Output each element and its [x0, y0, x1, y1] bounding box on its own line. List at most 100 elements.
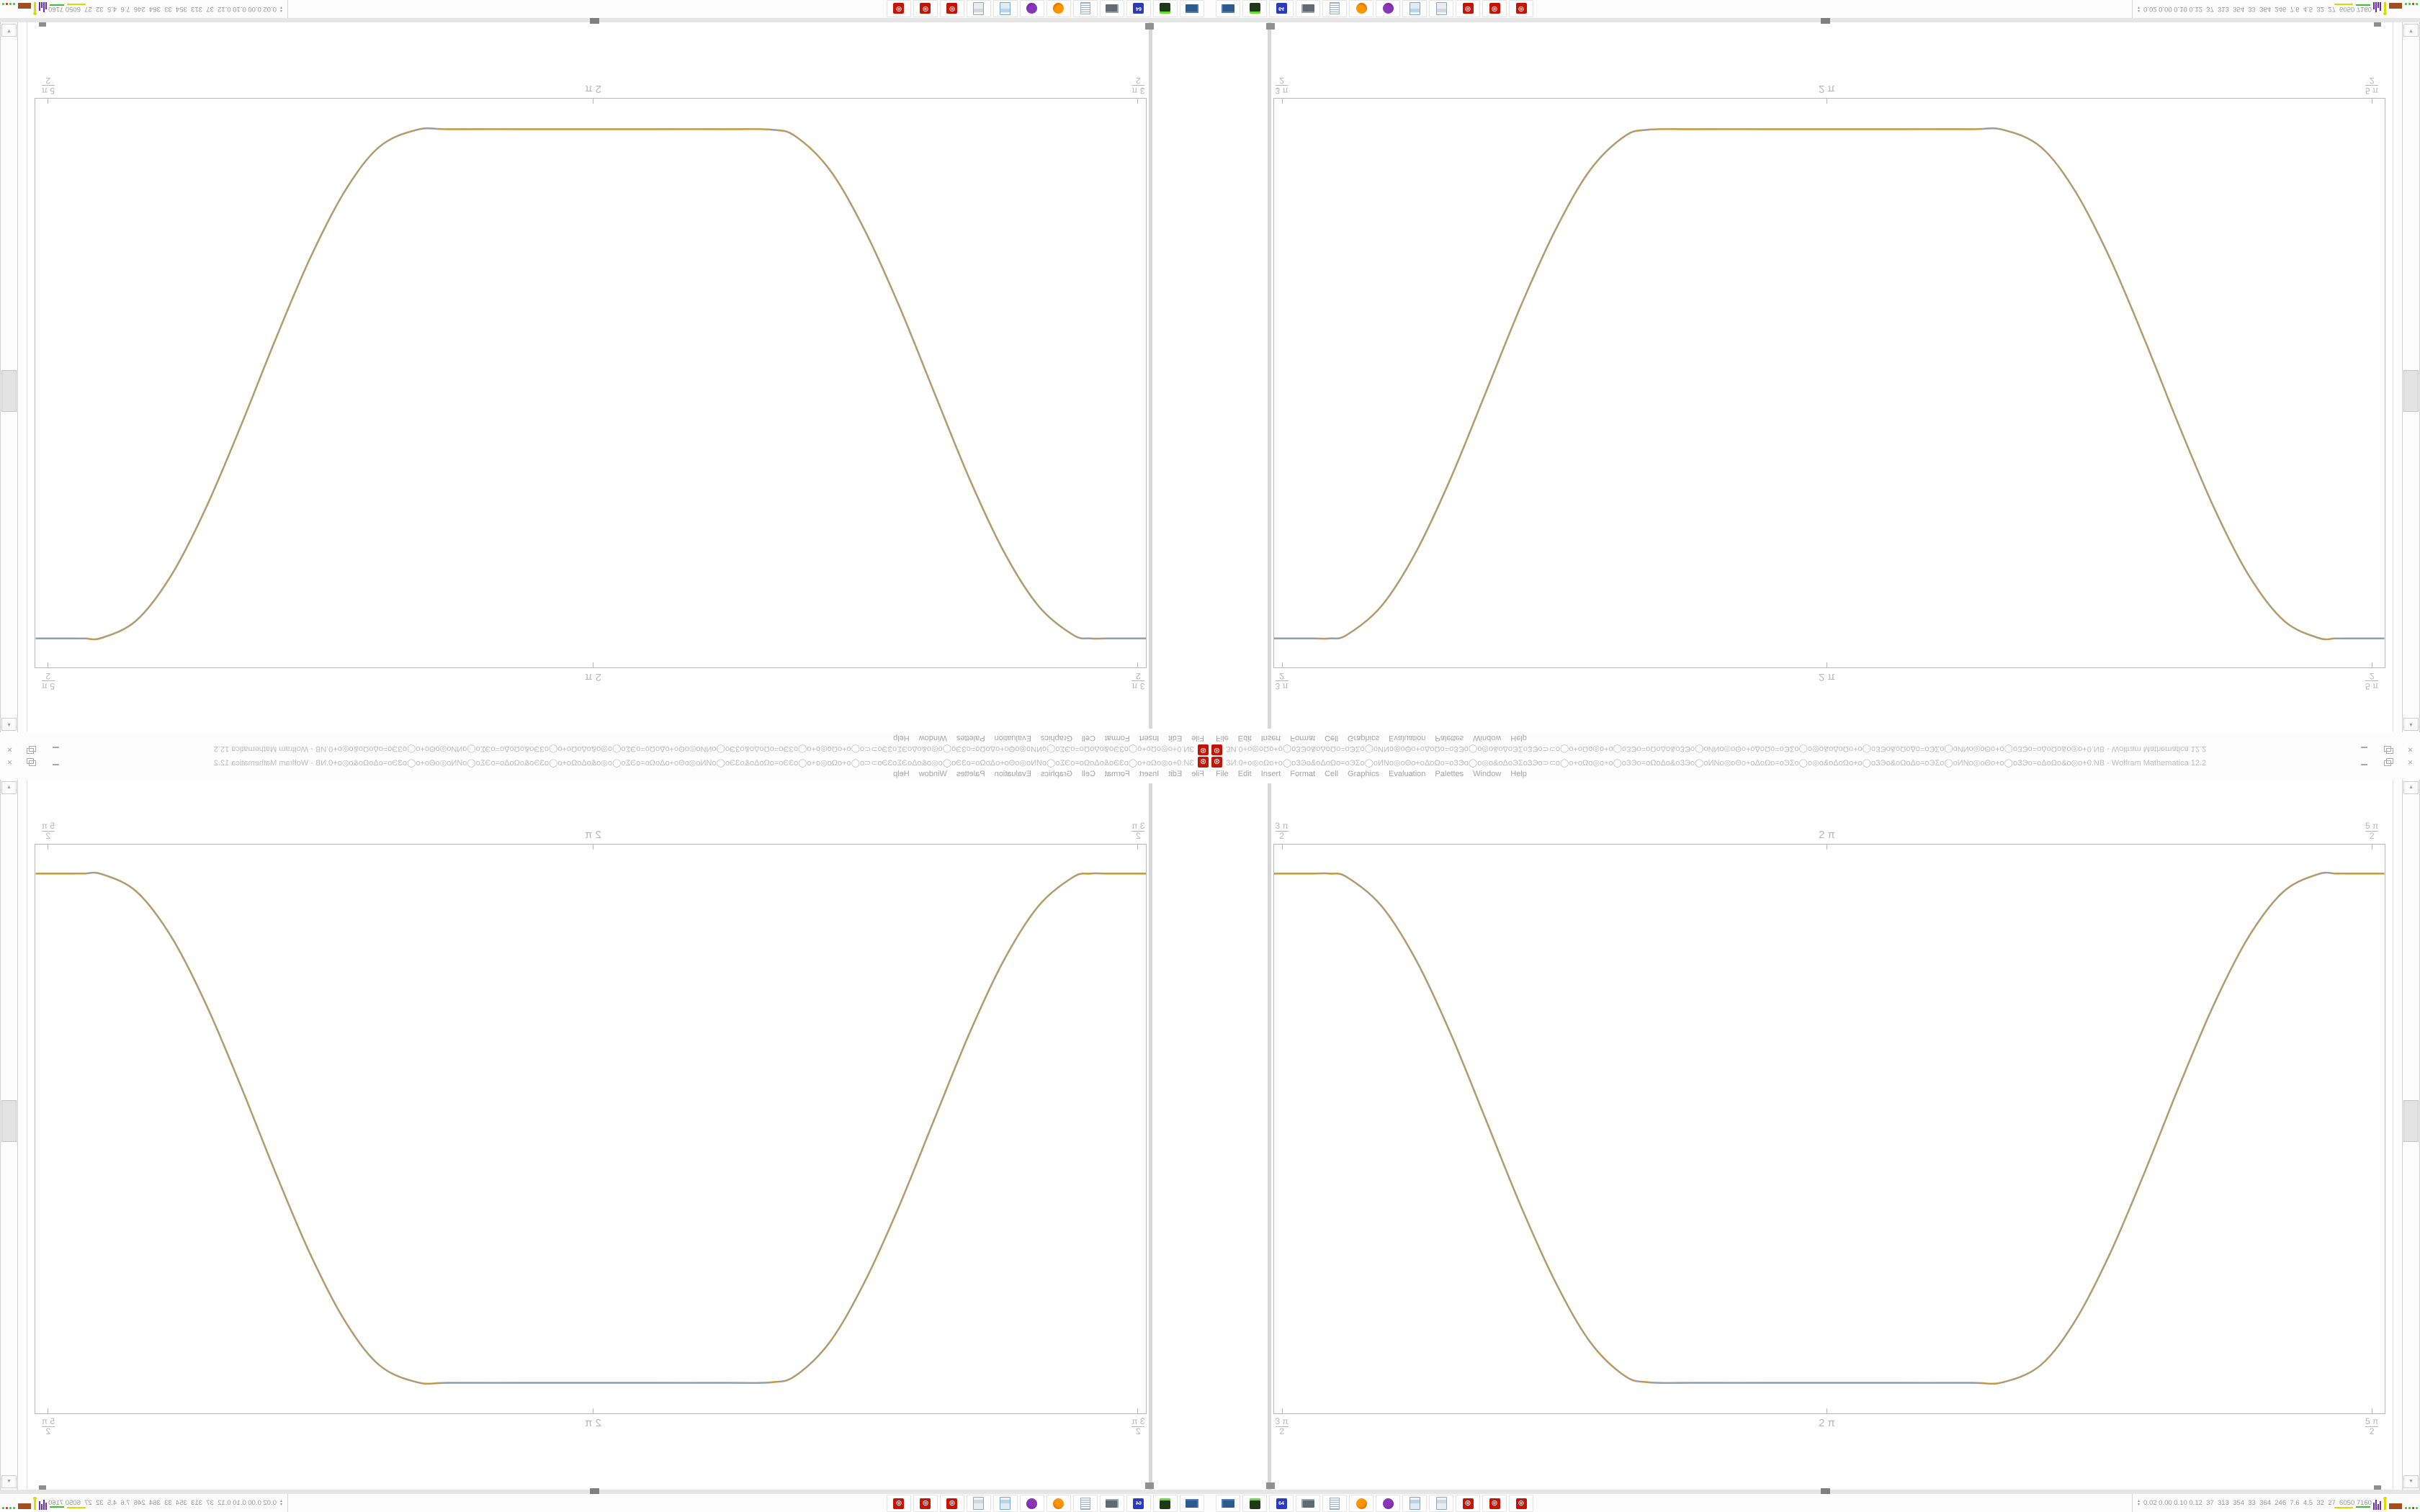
remote-desktop-icon[interactable]: [1100, 1495, 1124, 1512]
menu-item-file[interactable]: File: [1191, 770, 1204, 778]
menu-item-cell[interactable]: Cell: [1325, 770, 1339, 778]
vertical-scrollbar[interactable]: ▲ ▼: [0, 22, 18, 732]
floppy-64-icon[interactable]: 64: [1126, 0, 1151, 17]
restore-button[interactable]: [2380, 757, 2394, 767]
notepad-icon[interactable]: [1073, 0, 1098, 17]
menu-item-format[interactable]: Format: [1290, 734, 1316, 742]
vertical-scrollbar[interactable]: ▲ ▼: [2402, 780, 2420, 1490]
scroll-up-button[interactable]: ▲: [1, 718, 17, 731]
menu-item-insert[interactable]: Insert: [1139, 770, 1160, 778]
menu-item-cell[interactable]: Cell: [1325, 734, 1339, 742]
window-titlebar[interactable]: ⊛ ЗИ.0+o◎oΩo+o◯oЗЭo&oΔoΩo=oЭΣo◯oИNo◎oΘo+…: [0, 756, 1210, 768]
mathematica-kernel-icon-3[interactable]: ⊛: [1509, 1495, 1533, 1512]
scrollbar-thumb[interactable]: [2403, 1100, 2419, 1142]
minimize-button[interactable]: [2357, 745, 2371, 755]
virtual-machine-icon[interactable]: [1242, 0, 1267, 17]
mathematica-kernel-icon[interactable]: ⊛: [940, 1495, 964, 1512]
calculator-icon[interactable]: [1402, 1495, 1427, 1512]
restore-button[interactable]: [2380, 745, 2394, 755]
scroll-down-button[interactable]: ▼: [2403, 1475, 2419, 1488]
sort-arrows-icon[interactable]: ▴ ▾: [279, 5, 282, 14]
menu-item-cell[interactable]: Cell: [1081, 770, 1095, 778]
close-button[interactable]: ×: [2407, 757, 2414, 768]
close-button[interactable]: ×: [2407, 744, 2414, 755]
purple-owl-app-icon[interactable]: [1020, 1495, 1044, 1512]
system-monitor-icon[interactable]: [1216, 1495, 1240, 1512]
remote-desktop-icon[interactable]: [1296, 0, 1320, 17]
minimize-button[interactable]: [49, 757, 63, 767]
close-button[interactable]: ×: [6, 744, 13, 755]
remote-desktop-icon[interactable]: [1296, 1495, 1320, 1512]
mathematica-kernel-icon-3[interactable]: ⊛: [887, 1495, 911, 1512]
mathematica-kernel-icon[interactable]: ⊛: [1456, 1495, 1480, 1512]
floppy-64-icon[interactable]: 64: [1269, 1495, 1294, 1512]
horizontal-scroll-thumb[interactable]: [1821, 1488, 1830, 1495]
mathematica-kernel-icon-2[interactable]: ⊛: [1482, 1495, 1507, 1512]
vertical-scrollbar[interactable]: ▲ ▼: [0, 780, 18, 1490]
purple-owl-app-icon[interactable]: [1376, 1495, 1400, 1512]
menu-item-edit[interactable]: Edit: [1168, 734, 1183, 742]
sort-arrows-icon[interactable]: ▴ ▾: [2138, 1498, 2141, 1507]
firefox-browser-icon[interactable]: [1047, 1495, 1071, 1512]
menu-item-file[interactable]: File: [1216, 770, 1229, 778]
system-monitor-icon[interactable]: [1216, 0, 1240, 17]
scroll-down-button[interactable]: ▼: [1, 1475, 17, 1488]
mathematica-kernel-icon-3[interactable]: ⊛: [1509, 0, 1533, 17]
menu-item-edit[interactable]: Edit: [1237, 770, 1252, 778]
menu-item-evaluation[interactable]: Evaluation: [994, 770, 1031, 778]
menu-item-edit[interactable]: Edit: [1237, 734, 1252, 742]
menu-item-evaluation[interactable]: Evaluation: [1389, 770, 1426, 778]
menu-item-graphics[interactable]: Graphics: [1348, 770, 1380, 778]
mathematica-kernel-icon-2[interactable]: ⊛: [913, 1495, 938, 1512]
menu-item-evaluation[interactable]: Evaluation: [994, 734, 1031, 742]
menu-item-palettes[interactable]: Palettes: [956, 770, 985, 778]
firefox-browser-icon[interactable]: [1349, 0, 1373, 17]
calculator-icon[interactable]: [993, 1495, 1018, 1512]
menu-item-insert[interactable]: Insert: [1260, 734, 1281, 742]
calculator-alt-icon[interactable]: [1429, 1495, 1453, 1512]
system-monitor-icon[interactable]: [1180, 0, 1204, 17]
mathematica-kernel-icon[interactable]: ⊛: [1456, 0, 1480, 17]
menu-item-insert[interactable]: Insert: [1139, 734, 1160, 742]
notepad-icon[interactable]: [1322, 0, 1347, 17]
window-titlebar[interactable]: ⊛ ЗИ.0+o◎oΩo+o◯oЗЭo&oΔoΩo=oЭΣo◯oИNo◎oΘo+…: [1210, 756, 2420, 768]
calculator-alt-icon[interactable]: [967, 1495, 991, 1512]
menu-item-file[interactable]: File: [1216, 734, 1229, 742]
calculator-alt-icon[interactable]: [967, 0, 991, 17]
menu-item-window[interactable]: Window: [1473, 734, 1502, 742]
menu-item-graphics[interactable]: Graphics: [1040, 734, 1072, 742]
virtual-machine-icon[interactable]: [1242, 1495, 1267, 1512]
mathematica-kernel-icon-3[interactable]: ⊛: [887, 0, 911, 17]
firefox-browser-icon[interactable]: [1349, 1495, 1373, 1512]
menu-item-format[interactable]: Format: [1290, 770, 1316, 778]
minimize-button[interactable]: [49, 745, 63, 755]
window-titlebar[interactable]: ⊛ ЗИ.0+o◎oΩo+o◯oЗЭo&oΔoΩo=oЭΣo◯oИNo◎oΘo+…: [1210, 744, 2420, 756]
menu-item-edit[interactable]: Edit: [1168, 770, 1183, 778]
menu-item-file[interactable]: File: [1191, 734, 1204, 742]
mathematica-kernel-icon[interactable]: ⊛: [940, 0, 964, 17]
virtual-machine-icon[interactable]: [1153, 0, 1178, 17]
scrollbar-thumb[interactable]: [1, 370, 17, 412]
scroll-down-button[interactable]: ▼: [1, 24, 17, 37]
menu-item-evaluation[interactable]: Evaluation: [1389, 734, 1426, 742]
remote-desktop-icon[interactable]: [1100, 0, 1124, 17]
purple-owl-app-icon[interactable]: [1376, 0, 1400, 17]
firefox-browser-icon[interactable]: [1047, 0, 1071, 17]
scroll-down-button[interactable]: ▼: [2403, 24, 2419, 37]
window-titlebar[interactable]: ⊛ ЗИ.0+o◎oΩo+o◯oЗЭo&oΔoΩo=oЭΣo◯oИNo◎oΘo+…: [0, 744, 1210, 756]
restore-button[interactable]: [26, 757, 40, 767]
minimize-button[interactable]: [2357, 757, 2371, 767]
vertical-scrollbar[interactable]: ▲ ▼: [2402, 22, 2420, 732]
horizontal-scroll-track[interactable]: [0, 18, 1210, 22]
menu-item-graphics[interactable]: Graphics: [1348, 734, 1380, 742]
menu-item-palettes[interactable]: Palettes: [1435, 734, 1464, 742]
scroll-up-button[interactable]: ▲: [2403, 781, 2419, 794]
menu-item-palettes[interactable]: Palettes: [956, 734, 985, 742]
sort-arrows-icon[interactable]: ▴ ▾: [2138, 5, 2141, 14]
horizontal-scroll-track[interactable]: [1210, 1490, 2420, 1494]
menu-item-window[interactable]: Window: [918, 734, 947, 742]
menu-item-window[interactable]: Window: [918, 770, 947, 778]
menu-item-help[interactable]: Help: [893, 770, 910, 778]
calculator-alt-icon[interactable]: [1429, 0, 1453, 17]
sort-arrows-icon[interactable]: ▴ ▾: [279, 1498, 282, 1507]
